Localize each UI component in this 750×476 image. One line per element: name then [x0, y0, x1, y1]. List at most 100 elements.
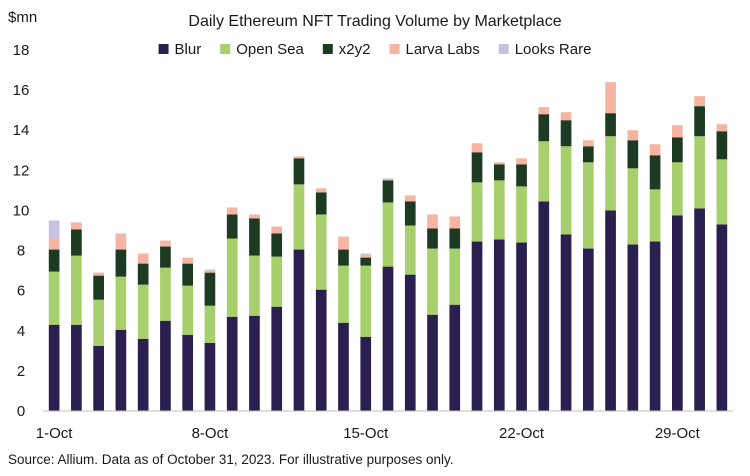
- legend-label: Open Sea: [236, 41, 304, 58]
- bar-segment-looks-rare: [48, 220, 60, 239]
- bar-column: [182, 257, 194, 411]
- bar-segment-x2y2: [137, 263, 149, 285]
- bar-segment-blur: [404, 274, 416, 411]
- bar-series-group: [48, 82, 728, 411]
- bar-segment-larva-labs: [382, 179, 394, 181]
- bar-segment-open-sea: [672, 162, 683, 216]
- legend-item: Larva Labs: [389, 41, 480, 58]
- bar-column: [115, 233, 127, 411]
- bar-segment-open-sea: [160, 267, 171, 321]
- bar-segment-blur: [560, 234, 572, 411]
- bar-segment-x2y2: [716, 131, 728, 160]
- bar-segment-larva-labs: [271, 226, 283, 234]
- bar-segment-open-sea: [560, 146, 572, 235]
- bar-segment-open-sea: [516, 186, 527, 243]
- bar-segment-blur: [71, 324, 82, 411]
- bar-segment-blur: [716, 224, 728, 411]
- x-tick-label: 15-Oct: [343, 425, 389, 442]
- bar-column: [694, 96, 705, 411]
- bar-segment-open-sea: [382, 202, 394, 267]
- bar-segment-larva-labs: [93, 272, 104, 276]
- y-tick-label: 12: [13, 162, 30, 179]
- bar-segment-open-sea: [471, 182, 483, 242]
- bar-segment-larva-labs: [449, 216, 461, 229]
- bar-segment-open-sea: [315, 214, 327, 290]
- bar-segment-open-sea: [204, 305, 216, 343]
- bar-column: [360, 253, 372, 411]
- legend-item: Looks Rare: [498, 41, 592, 58]
- y-tick-label: 14: [13, 122, 30, 139]
- bar-segment-x2y2: [160, 246, 171, 268]
- bar-segment-blur: [137, 338, 149, 411]
- legend-label: Larva Labs: [406, 41, 480, 58]
- bar-segment-larva-labs: [493, 162, 505, 165]
- bar-segment-larva-labs: [360, 254, 372, 258]
- bar-segment-larva-labs: [71, 222, 82, 230]
- legend-label: x2y2: [339, 41, 371, 58]
- bar-segment-open-sea: [137, 284, 149, 339]
- bar-column: [516, 158, 527, 411]
- bar-segment-x2y2: [582, 146, 594, 163]
- bar-segment-larva-labs: [315, 188, 327, 193]
- bar-segment-open-sea: [360, 265, 372, 337]
- legend-swatch: [389, 44, 400, 54]
- x-tick-label: 1-Oct: [36, 425, 74, 442]
- bar-column: [427, 214, 438, 411]
- bar-segment-blur: [115, 329, 127, 411]
- bar-segment-open-sea: [493, 180, 505, 240]
- bar-segment-x2y2: [315, 192, 327, 215]
- bar-column: [271, 226, 283, 411]
- bar-segment-looks-rare: [115, 233, 127, 235]
- bar-segment-x2y2: [93, 275, 104, 300]
- bar-column: [672, 125, 683, 411]
- bar-segment-blur: [449, 304, 461, 411]
- y-tick-label: 16: [13, 82, 30, 99]
- x-tick-label: 29-Oct: [655, 425, 701, 442]
- bar-column: [716, 124, 728, 411]
- bar-column: [249, 214, 260, 411]
- bar-segment-x2y2: [449, 228, 461, 249]
- bar-segment-open-sea: [404, 225, 416, 275]
- legend-label: Looks Rare: [515, 41, 592, 58]
- bar-segment-larva-labs: [249, 214, 260, 219]
- bar-segment-x2y2: [516, 164, 527, 187]
- legend-swatch: [498, 44, 509, 54]
- bar-segment-blur: [204, 342, 216, 411]
- bar-segment-blur: [338, 322, 349, 411]
- bar-segment-larva-labs: [672, 125, 683, 138]
- bar-segment-blur: [160, 320, 171, 411]
- bar-column: [471, 143, 483, 411]
- bar-segment-blur: [48, 324, 60, 411]
- chart-legend: Blur Open Sea x2y2 Larva Labs Looks Rare: [158, 41, 592, 58]
- bar-segment-x2y2: [182, 263, 194, 286]
- bar-column: [315, 188, 327, 411]
- bar-column: [93, 272, 104, 411]
- bar-segment-larva-labs: [649, 144, 661, 156]
- bar-column: [582, 140, 594, 411]
- legend-item: Open Sea: [220, 41, 304, 58]
- bar-segment-x2y2: [694, 106, 705, 137]
- bar-segment-open-sea: [226, 238, 238, 317]
- legend-item: x2y2: [322, 41, 371, 58]
- bar-segment-x2y2: [249, 218, 260, 256]
- bar-segment-larva-labs: [582, 140, 594, 147]
- chart-title: Daily Ethereum NFT Trading Volume by Mar…: [188, 13, 561, 30]
- bar-segment-open-sea: [271, 256, 283, 307]
- bar-segment-larva-labs: [627, 130, 639, 141]
- bar-segment-open-sea: [71, 255, 82, 325]
- bar-segment-x2y2: [226, 214, 238, 239]
- legend-swatch: [158, 44, 169, 54]
- bar-segment-blur: [694, 208, 705, 411]
- bar-segment-larva-labs: [160, 240, 171, 247]
- y-tick-label: 18: [13, 42, 30, 59]
- bar-segment-x2y2: [649, 155, 661, 190]
- bar-segment-x2y2: [627, 140, 639, 169]
- bar-column: [449, 216, 461, 411]
- bar-column: [204, 269, 216, 411]
- bar-segment-blur: [649, 241, 661, 411]
- bar-column: [560, 112, 572, 411]
- bar-segment-x2y2: [471, 152, 483, 183]
- bar-segment-looks-rare: [204, 269, 216, 271]
- bar-segment-larva-labs: [560, 112, 572, 121]
- bar-segment-larva-labs: [48, 238, 60, 250]
